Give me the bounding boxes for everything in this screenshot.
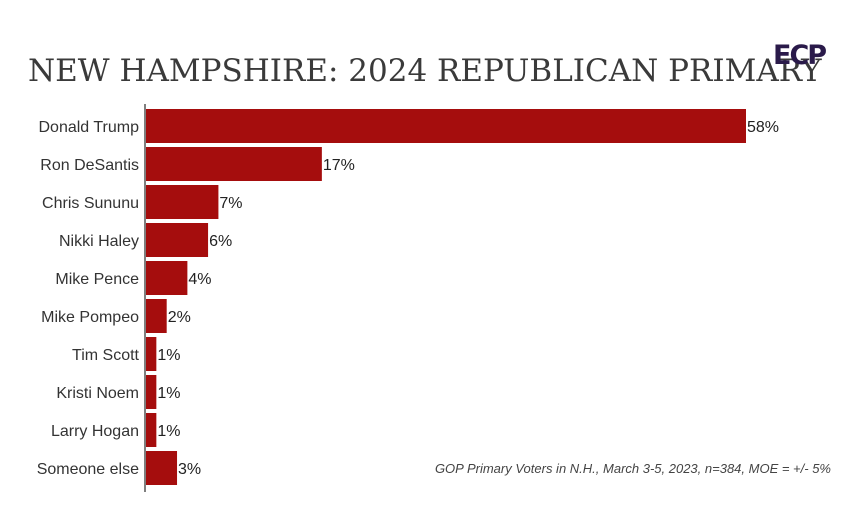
logo-text: ECP <box>773 40 826 71</box>
category-label-tim-scott: Tim Scott <box>72 347 140 364</box>
value-label-mike-pompeo: 2% <box>168 309 191 326</box>
category-label-mike-pence: Mike Pence <box>55 271 139 288</box>
source-note: GOP Primary Voters in N.H., March 3-5, 2… <box>435 461 831 476</box>
value-label-someone-else: 3% <box>178 461 201 478</box>
category-label-donald-trump: Donald Trump <box>39 119 140 136</box>
bar-nikki-haley <box>146 223 209 257</box>
ecp-logo: ECP <box>773 40 828 71</box>
bar-chris-sununu <box>146 185 219 219</box>
bar-tim-scott <box>146 337 157 371</box>
category-label-chris-sununu: Chris Sununu <box>42 195 139 212</box>
value-label-mike-pence: 4% <box>188 271 211 288</box>
value-label-nikki-haley: 6% <box>209 233 232 250</box>
value-label-tim-scott: 1% <box>157 347 180 364</box>
bar-kristi-noem <box>146 375 157 409</box>
value-label-larry-hogan: 1% <box>157 423 180 440</box>
bar-ron-desantis <box>146 147 322 181</box>
value-label-donald-trump: 58% <box>747 119 779 136</box>
bars-layer: Donald Trump 58% Ron DeSantis 17% Chris Sunu… <box>37 109 779 485</box>
category-label-nikki-haley: Nikki Haley <box>59 233 139 250</box>
category-label-kristi-noem: Kristi Noem <box>56 385 139 402</box>
bar-donald-trump <box>146 109 746 143</box>
value-label-chris-sununu: 7% <box>219 195 242 212</box>
chart-title: NEW HAMPSHIRE: 2024 REPUBLICAN PRIMARY <box>28 53 822 89</box>
bar-mike-pompeo <box>146 299 167 333</box>
category-label-larry-hogan: Larry Hogan <box>51 423 139 440</box>
value-label-kristi-noem: 1% <box>157 385 180 402</box>
category-label-someone-else: Someone else <box>37 461 139 478</box>
bar-larry-hogan <box>146 413 157 447</box>
value-label-ron-desantis: 17% <box>323 157 355 174</box>
category-label-mike-pompeo: Mike Pompeo <box>41 309 139 326</box>
bar-someone-else <box>146 451 178 485</box>
bar-mike-pence <box>146 261 188 295</box>
category-label-ron-desantis: Ron DeSantis <box>40 157 139 174</box>
